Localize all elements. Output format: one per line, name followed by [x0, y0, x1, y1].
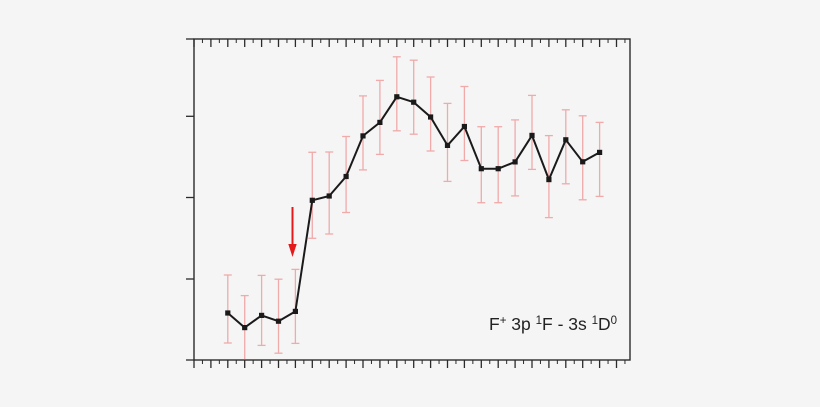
svg-text:F+ 3p 1F - 3s 1D0: F+ 3p 1F - 3s 1D0	[489, 314, 617, 334]
